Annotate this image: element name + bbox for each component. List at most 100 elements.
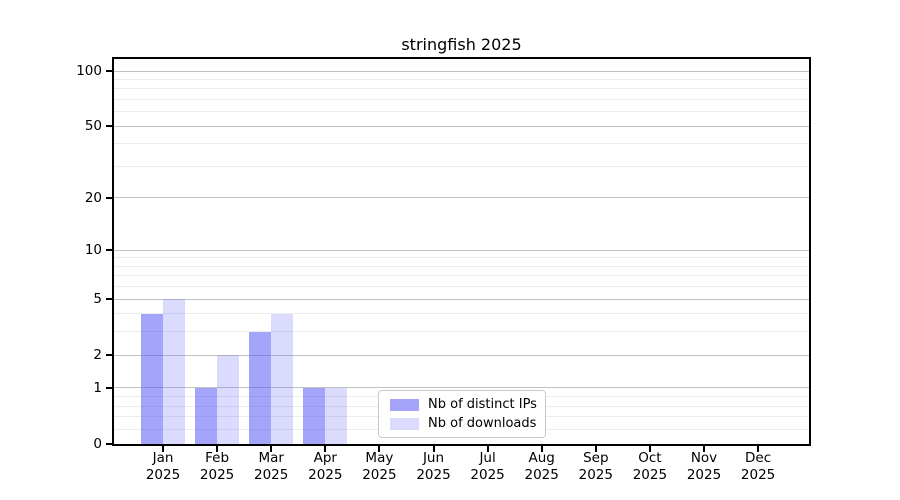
bar-nb-of-distinct-ips <box>249 331 272 444</box>
y-axis-tick <box>106 298 112 301</box>
legend-label-distinct-ips: Nb of distinct IPs <box>428 396 537 412</box>
y-axis-tick-label: 10 <box>84 242 102 259</box>
x-axis-tick-label: Feb 2025 <box>175 450 259 484</box>
x-tick-year: 2025 <box>524 467 559 483</box>
gridline-minor <box>114 275 809 277</box>
x-axis-tick-label: Jan 2025 <box>121 450 205 484</box>
x-axis-tick-label: Nov 2025 <box>662 450 746 484</box>
x-axis-tick <box>486 446 489 452</box>
x-axis-tick-label: Aug 2025 <box>500 450 584 484</box>
y-axis-tick-label: 0 <box>93 436 102 452</box>
x-tick-month: Feb <box>205 450 230 466</box>
bar-nb-of-distinct-ips <box>141 313 163 444</box>
gridline-minor <box>114 265 809 267</box>
x-tick-month: Aug <box>528 450 555 466</box>
gridline-minor <box>114 88 809 90</box>
x-axis-tick-label: Mar 2025 <box>229 450 313 484</box>
x-axis-tick <box>162 446 164 452</box>
gridline-major <box>114 298 809 300</box>
x-tick-year: 2025 <box>308 467 343 483</box>
legend-swatch-downloads <box>390 417 419 430</box>
plot-area <box>112 57 811 446</box>
gridline-minor <box>114 165 809 167</box>
y-axis-tick <box>106 354 112 357</box>
x-axis-tick <box>594 446 597 452</box>
chart-title: stringfish 2025 <box>401 35 522 54</box>
x-axis-tick <box>324 446 327 452</box>
bar-nb-of-distinct-ips <box>195 387 218 444</box>
x-tick-month: Jun <box>422 450 445 466</box>
x-axis-tick <box>757 446 760 452</box>
legend-entry-distinct-ips: Nb of distinct IPs <box>390 396 545 412</box>
x-axis-tick-label: Jun 2025 <box>392 450 476 484</box>
x-axis-tick <box>703 446 705 452</box>
y-axis-tick <box>106 125 112 128</box>
gridline-major <box>114 70 809 72</box>
x-tick-year: 2025 <box>578 467 613 483</box>
x-axis-tick-label: Oct 2025 <box>608 450 692 484</box>
x-tick-year: 2025 <box>632 467 668 483</box>
y-axis-tick <box>106 70 112 72</box>
gridline-minor <box>114 257 809 259</box>
bar-nb-of-distinct-ips <box>303 387 326 444</box>
x-axis-tick-label: Jul 2025 <box>446 450 530 484</box>
gridline-minor <box>114 78 809 80</box>
y-axis-tick-label: 20 <box>84 189 102 206</box>
x-tick-month: Mar <box>258 450 284 466</box>
x-tick-month: Jul <box>479 450 496 466</box>
y-axis-tick <box>106 443 112 445</box>
x-tick-year: 2025 <box>199 467 235 483</box>
gridline-major <box>114 387 809 389</box>
x-tick-month: Nov <box>690 450 718 466</box>
y-axis-tick <box>106 249 112 252</box>
bar-nb-of-downloads <box>217 355 240 444</box>
x-tick-year: 2025 <box>740 467 776 483</box>
legend: Nb of distinct IPs Nb of downloads <box>378 390 546 438</box>
x-tick-year: 2025 <box>686 467 722 483</box>
x-tick-month: May <box>365 450 394 466</box>
y-axis-tick-label: 50 <box>84 118 102 135</box>
bar-nb-of-downloads <box>325 387 348 444</box>
gridline-minor <box>114 331 809 333</box>
x-axis-tick <box>216 446 219 452</box>
x-axis-tick <box>378 446 381 452</box>
x-axis-tick-label: Apr 2025 <box>283 450 367 484</box>
gridline-minor <box>114 313 809 315</box>
gridline-minor <box>114 98 809 100</box>
legend-label-downloads: Nb of downloads <box>428 415 537 431</box>
x-axis-tick-label: Sep 2025 <box>554 450 638 484</box>
x-axis-tick-label: May 2025 <box>337 450 421 484</box>
x-tick-month: Dec <box>745 450 772 466</box>
x-axis-tick <box>540 446 543 452</box>
x-tick-month: Oct <box>638 450 662 466</box>
x-tick-year: 2025 <box>416 467 451 483</box>
x-axis-tick-label: Dec 2025 <box>716 450 800 484</box>
x-tick-month: Apr <box>313 450 337 466</box>
x-tick-year: 2025 <box>362 467 397 483</box>
gridline-major <box>114 125 809 127</box>
y-axis-tick-label: 100 <box>76 63 102 79</box>
gridline-major <box>114 197 809 199</box>
gridline-major <box>114 249 809 251</box>
x-tick-year: 2025 <box>254 467 289 483</box>
y-axis-tick-label: 5 <box>93 291 102 308</box>
x-tick-year: 2025 <box>470 467 505 483</box>
bar-nb-of-downloads <box>163 299 185 444</box>
bar-nb-of-downloads <box>271 313 294 444</box>
legend-swatch-distinct-ips <box>390 398 419 411</box>
y-axis-tick <box>106 196 112 199</box>
gridline-minor <box>114 143 809 145</box>
gridline-major <box>114 354 809 356</box>
x-tick-month: Jan <box>152 450 174 466</box>
x-axis-tick <box>432 446 435 452</box>
gridline-minor <box>114 111 809 113</box>
legend-entry-downloads: Nb of downloads <box>390 415 545 431</box>
x-tick-year: 2025 <box>145 467 181 483</box>
y-axis-tick-label: 1 <box>93 379 102 396</box>
x-axis-tick <box>270 446 273 452</box>
gridline-minor <box>114 286 809 288</box>
x-axis-tick <box>648 446 651 452</box>
x-tick-month: Sep <box>583 450 609 466</box>
y-axis-tick <box>106 386 112 389</box>
